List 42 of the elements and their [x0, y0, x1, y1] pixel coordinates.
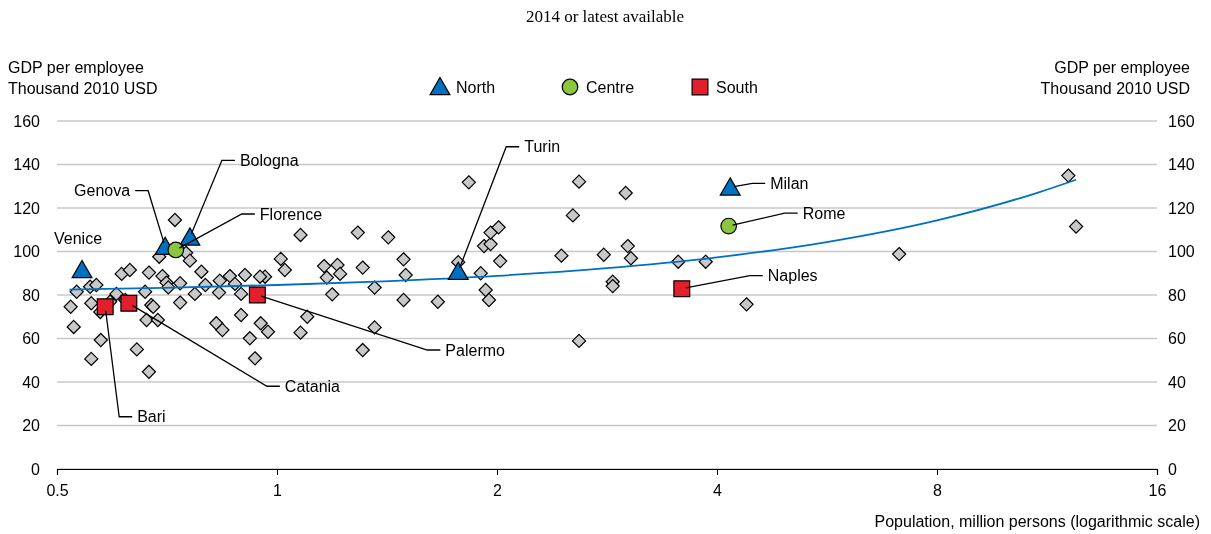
x-tick-label: 4	[713, 481, 723, 499]
x-tick-label: 2	[493, 481, 503, 499]
y2-tick-label: 60	[1168, 330, 1186, 348]
annotation: Florence	[259, 205, 323, 223]
y-tick-label: 40	[22, 373, 41, 391]
y-tick-label: 140	[13, 156, 41, 174]
y2-tick-label: 40	[1168, 373, 1186, 391]
x-axis-title: Population, million persons (logarithmic scale)	[874, 513, 1200, 530]
y-tick-label: 20	[22, 417, 41, 435]
y2-tick-label: 0	[1168, 460, 1177, 478]
annotation: Bologna	[239, 151, 299, 169]
y-axis-title: GDP per employee Thousand 2010 USD	[8, 59, 158, 97]
x-tick-label: 0.5	[46, 481, 69, 499]
annotation: Rome	[802, 204, 846, 222]
y2-tick-label: 20	[1168, 417, 1186, 435]
y-tick-label: 60	[22, 330, 41, 348]
y2-axis-title: GDP per employee Thousand 2010 USD	[1040, 59, 1191, 97]
x-tick-label: 8	[933, 481, 943, 499]
y2-tick-label: 140	[1168, 156, 1195, 174]
y2-tick-label: 160	[1168, 112, 1195, 130]
y2-tick-label: 100	[1168, 243, 1195, 261]
legend-label: Centre	[586, 78, 635, 96]
y2-tick-label: 120	[1168, 199, 1195, 217]
legend-label: North	[456, 78, 496, 96]
x-tick-label: 1	[273, 481, 283, 499]
x-tick-label: 16	[1148, 481, 1167, 499]
chart-title: 2014 or latest available	[525, 7, 685, 26]
y2-tick-label: 80	[1168, 286, 1186, 304]
y-tick-label: 80	[22, 286, 41, 304]
annotation: Milan	[770, 174, 809, 192]
annotation: Palermo	[445, 341, 506, 359]
y-tick-label: 0	[31, 460, 41, 478]
annotation: Genova	[74, 182, 131, 200]
annotation: Turin	[524, 138, 561, 156]
y-tick-label: 100	[13, 243, 41, 261]
y-tick-label: 120	[13, 199, 41, 217]
annotation: Naples	[767, 267, 818, 285]
annotation: Catania	[284, 377, 341, 395]
annotation: Venice	[54, 229, 103, 247]
y-tick-label: 160	[13, 112, 41, 130]
legend-label: South	[716, 78, 758, 96]
annotation: Bari	[137, 408, 166, 426]
